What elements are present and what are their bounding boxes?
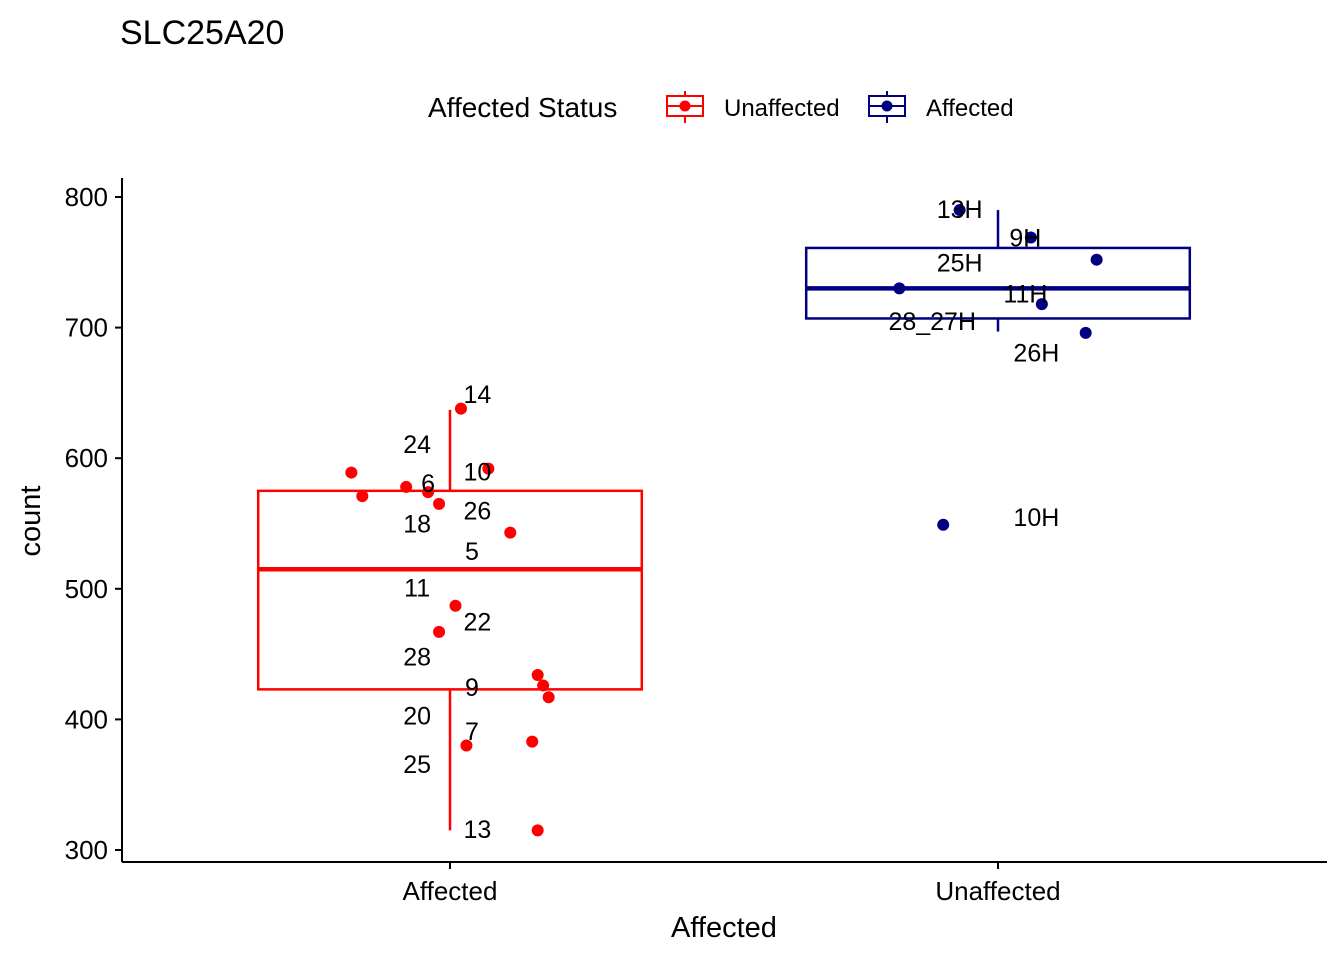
data-point bbox=[482, 462, 495, 475]
x-tick-label: Affected bbox=[403, 876, 498, 906]
data-point bbox=[531, 824, 544, 837]
box-body bbox=[804, 246, 1192, 320]
point-label: 28 bbox=[403, 644, 431, 672]
point-label: 13H bbox=[937, 196, 983, 224]
y-tick-label: 300 bbox=[65, 835, 108, 865]
data-point bbox=[422, 486, 435, 499]
x-tick-label: Unaffected bbox=[935, 876, 1060, 906]
point-label: 22 bbox=[463, 608, 491, 636]
data-point bbox=[433, 625, 446, 638]
data-point bbox=[526, 735, 539, 748]
point-label: 26H bbox=[1013, 339, 1059, 367]
data-point bbox=[937, 518, 950, 531]
y-tick-label: 800 bbox=[65, 182, 108, 212]
data-point bbox=[1079, 326, 1092, 339]
legend-point bbox=[881, 100, 893, 112]
chart-title: SLC25A20 bbox=[120, 14, 284, 52]
data-point bbox=[1024, 231, 1037, 244]
plot-area: 14 24 6 10 26 18 5 11 22 28 9 20 7 25 13 13H 9H 25H 11H 28_… bbox=[256, 196, 1192, 844]
data-point bbox=[537, 679, 550, 692]
point-label: 11H bbox=[1003, 281, 1047, 309]
data-point bbox=[454, 402, 467, 415]
point-label: 26 bbox=[463, 497, 491, 525]
data-point bbox=[460, 739, 473, 752]
legend-label: Affected bbox=[926, 95, 1014, 122]
box-affected bbox=[256, 409, 644, 831]
y-tick-label: 400 bbox=[65, 704, 108, 734]
legend-key-affected: Affected bbox=[868, 91, 1014, 123]
legend-label: Unaffected bbox=[724, 95, 840, 122]
x-axis: Affected Unaffected bbox=[122, 861, 1327, 906]
legend: Affected Status Unaffected Affected bbox=[428, 91, 1014, 123]
y-axis-title: count bbox=[15, 486, 47, 557]
point-label: 6 bbox=[421, 470, 435, 498]
point-label: 5 bbox=[465, 538, 479, 566]
point-label: 25 bbox=[403, 751, 431, 779]
point-label: 25H bbox=[937, 249, 983, 277]
data-point bbox=[1035, 298, 1048, 311]
point-label: 14 bbox=[463, 381, 491, 409]
y-tick-label: 700 bbox=[65, 313, 108, 343]
data-point bbox=[1090, 253, 1103, 266]
point-label: 13 bbox=[463, 816, 491, 844]
data-point bbox=[433, 497, 446, 510]
point-label: 24 bbox=[403, 431, 431, 459]
legend-point bbox=[679, 100, 691, 112]
point-label: 9 bbox=[465, 674, 479, 702]
box-body bbox=[256, 489, 644, 691]
y-tick-label: 600 bbox=[65, 443, 108, 473]
x-axis-title: Affected bbox=[671, 912, 777, 944]
point-label: 10H bbox=[1013, 504, 1059, 532]
point-label: 10 bbox=[463, 458, 491, 486]
y-tick-label: 500 bbox=[65, 574, 108, 604]
y-axis: 300 400 500 600 700 800 bbox=[65, 178, 123, 865]
data-point bbox=[542, 691, 555, 704]
data-point bbox=[893, 282, 906, 295]
data-point bbox=[953, 204, 966, 217]
data-point bbox=[345, 466, 358, 479]
data-point bbox=[504, 526, 517, 539]
legend-key-unaffected: Unaffected bbox=[666, 91, 840, 123]
point-label: 18 bbox=[403, 511, 431, 539]
data-point bbox=[356, 490, 369, 503]
legend-title: Affected Status bbox=[428, 92, 617, 123]
point-label: 11 bbox=[404, 574, 430, 602]
point-label: 20 bbox=[403, 702, 431, 730]
point-label: 28_27H bbox=[888, 308, 976, 336]
box-unaffected bbox=[804, 210, 1192, 332]
point-label: 9H bbox=[1009, 224, 1041, 252]
data-point bbox=[400, 480, 413, 493]
data-point bbox=[449, 599, 462, 612]
data-point bbox=[531, 668, 544, 681]
point-label: 7 bbox=[465, 718, 479, 746]
